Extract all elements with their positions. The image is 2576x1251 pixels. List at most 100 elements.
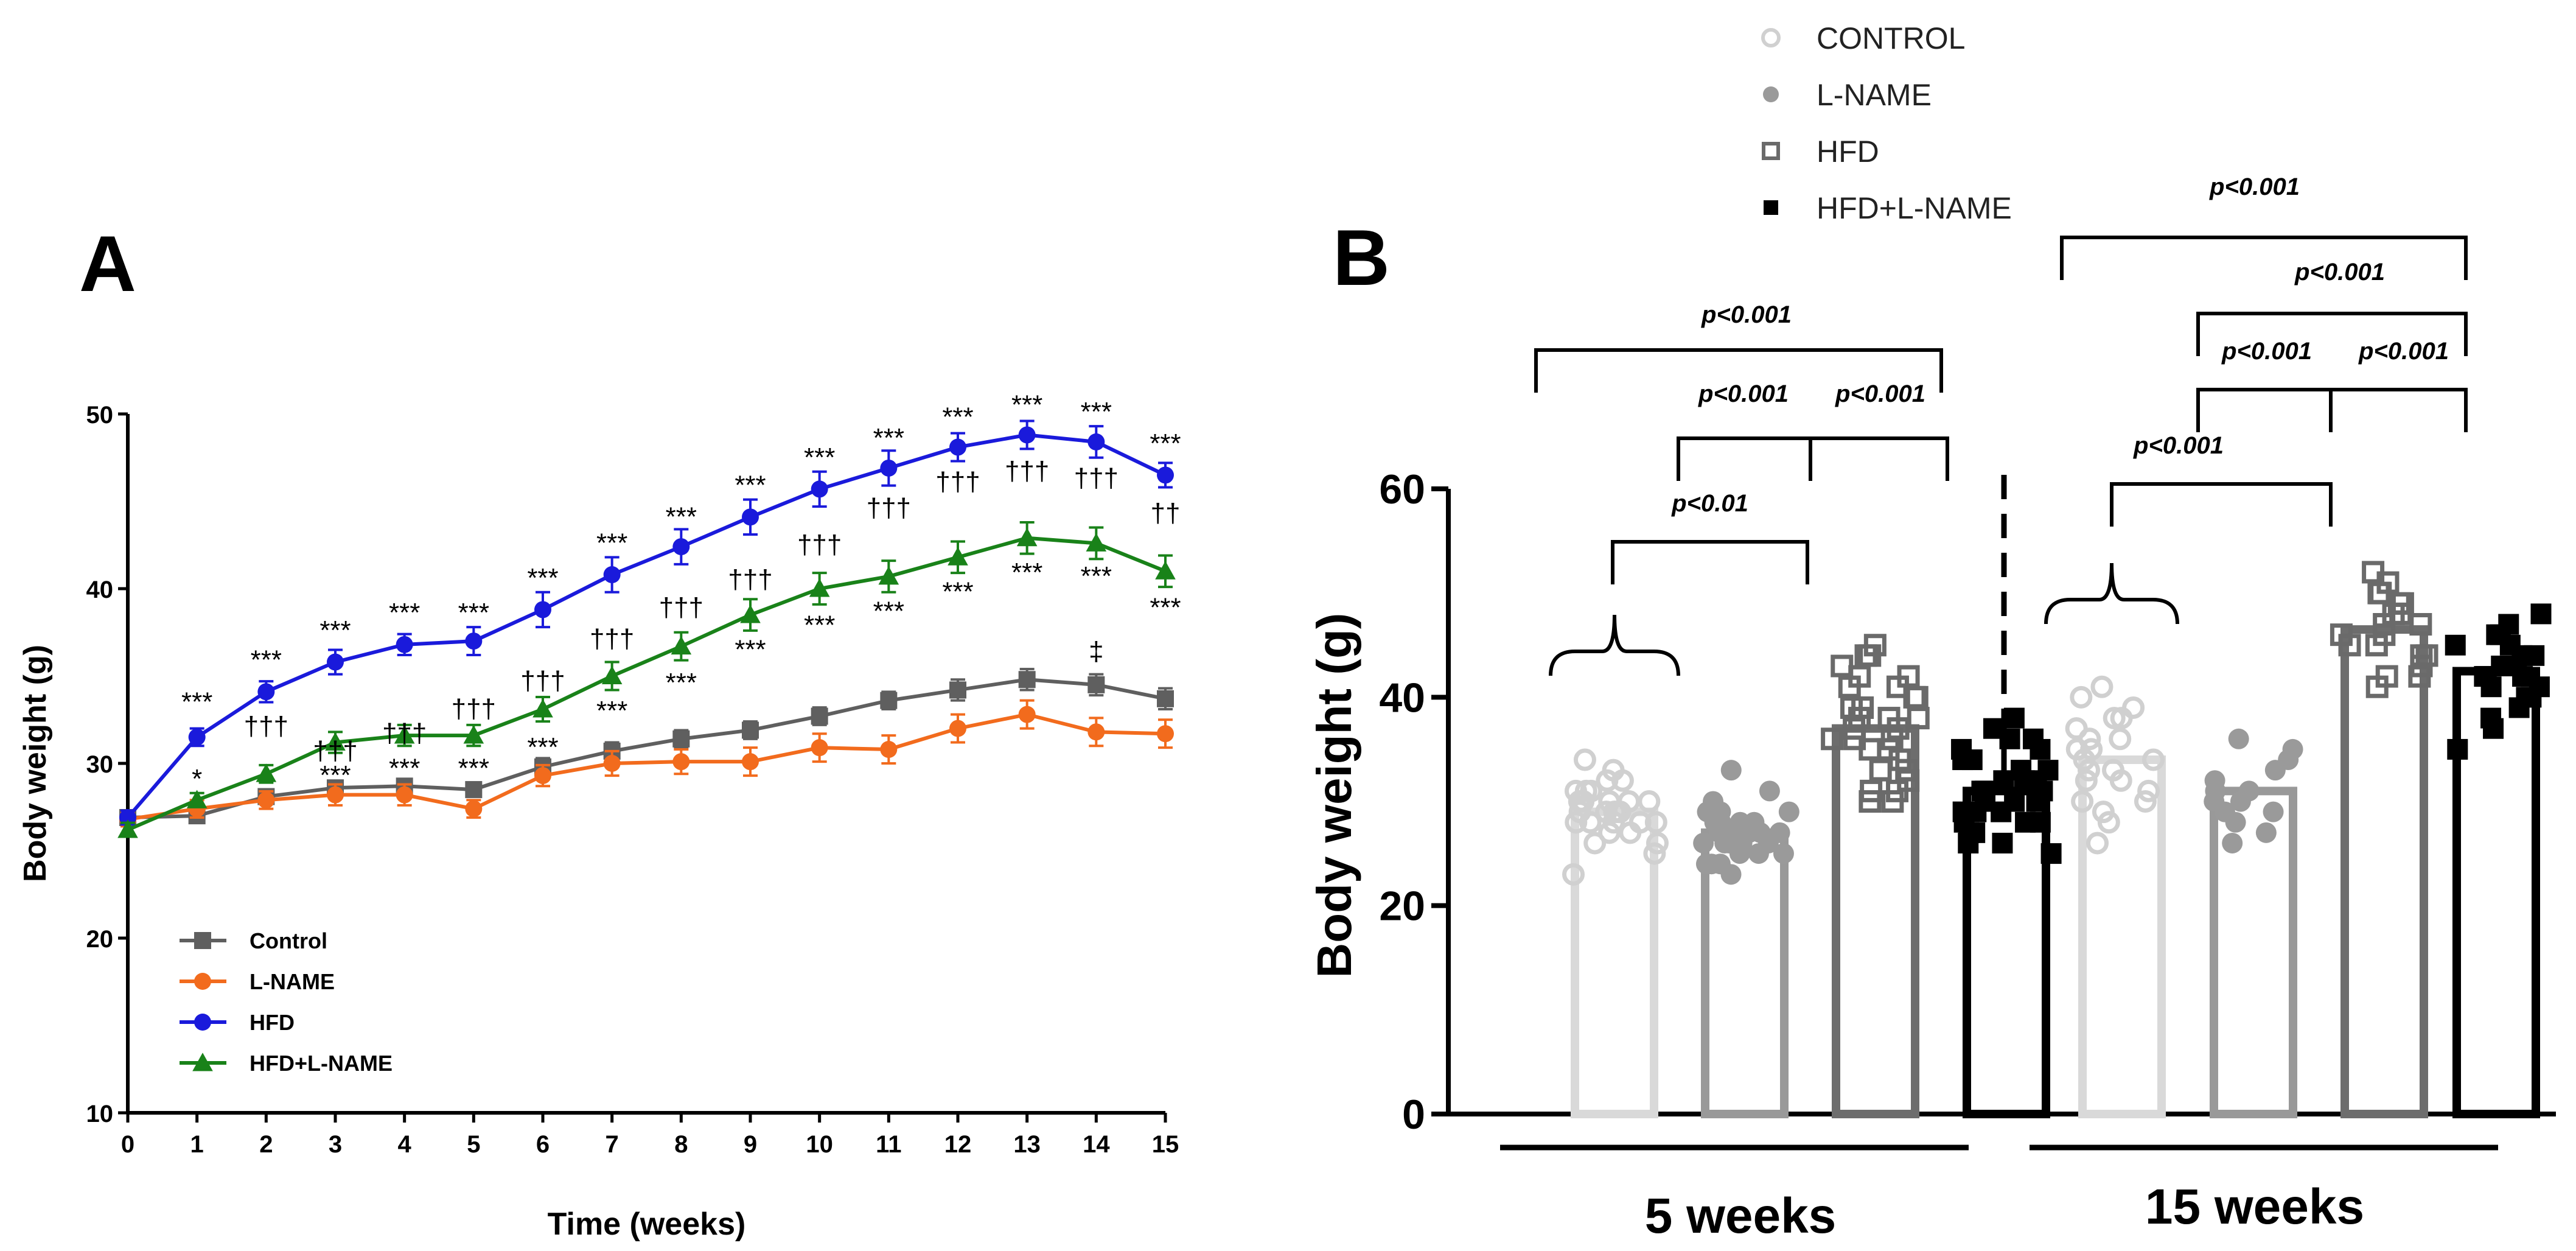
data-point-marker: [672, 538, 690, 556]
significance-mark: ***: [527, 732, 558, 762]
x-tick-label: 4: [398, 1131, 412, 1158]
significance-mark: †††: [452, 694, 496, 724]
group-label: 15 weeks: [2145, 1179, 2364, 1235]
p-value-label: p<0.001: [2358, 338, 2449, 365]
data-point: [1843, 727, 1866, 751]
data-point: [1573, 748, 1596, 771]
data-point: [2225, 811, 2246, 833]
significance-mark: †††: [313, 736, 357, 766]
x-tick-label: 8: [674, 1131, 688, 1158]
legend-label: HFD: [250, 1010, 295, 1035]
significance-bracket: [2196, 388, 2333, 432]
significance-mark: †††: [797, 530, 842, 559]
data-point-marker: [811, 739, 828, 757]
legend-marker: [1762, 142, 1780, 160]
significance-mark: ***: [389, 754, 420, 783]
data-point: [1596, 769, 1619, 792]
data-point-marker: [878, 566, 899, 585]
data-point-marker: [1018, 671, 1036, 689]
significance-mark: ***: [251, 645, 282, 675]
data-point: [2263, 801, 2284, 822]
data-point-marker: [1086, 533, 1107, 552]
data-point-marker: [327, 786, 344, 804]
significance-bracket: [2329, 388, 2468, 432]
significance-bracket: [2110, 482, 2333, 527]
data-point: [2230, 791, 2251, 812]
data-point: [1643, 842, 1666, 865]
data-point: [1993, 770, 2014, 791]
data-point: [1693, 832, 1714, 853]
data-point: [1831, 654, 1854, 678]
data-point: [1953, 811, 1975, 833]
significance-bracket: [2196, 312, 2468, 356]
data-point: [1887, 717, 1910, 740]
data-point-marker: [811, 480, 828, 498]
data-point: [2137, 779, 2160, 802]
significance-mark: *: [192, 764, 202, 794]
data-point-marker: [394, 725, 415, 744]
x-tick-label: 14: [1083, 1131, 1110, 1158]
y-tick-label: 50: [86, 402, 114, 429]
data-point: [1597, 821, 1621, 844]
p-value-label: p<0.001: [1835, 380, 1925, 407]
data-point-marker: [1157, 690, 1174, 707]
data-point-marker: [1087, 676, 1105, 693]
pair-brace: [2044, 562, 2179, 625]
bar-15-weeks-control: [2065, 675, 2166, 1118]
data-point: [2092, 801, 2115, 824]
data-point: [1646, 832, 1669, 855]
data-point: [1720, 760, 1742, 781]
legend-label: HFD+L-NAME: [1817, 191, 2012, 225]
data-point-marker: [327, 653, 344, 671]
bar-15-weeks-hfd: [2330, 561, 2438, 1118]
x-tick-label: 13: [1013, 1131, 1041, 1158]
significance-mark: ***: [319, 615, 351, 645]
data-point-marker: [742, 508, 759, 526]
x-tick-label: 12: [944, 1131, 972, 1158]
data-point: [2338, 634, 2361, 657]
data-point: [2015, 811, 2036, 833]
bar-5-weeks-control: [1562, 748, 1669, 1119]
data-point: [1821, 727, 1844, 751]
data-point-marker: [948, 547, 968, 566]
significance-mark: ***: [1081, 561, 1112, 591]
legend-label: HFD+L-NAME: [250, 1051, 393, 1076]
legend-label: Control: [250, 928, 327, 953]
data-point-marker: [257, 791, 275, 809]
significance-mark: †††: [244, 712, 288, 741]
data-point-marker: [603, 566, 621, 584]
x-tick-label: 11: [876, 1131, 901, 1158]
data-point-marker: [1157, 725, 1174, 743]
data-point: [2365, 675, 2389, 698]
data-point: [1992, 832, 2013, 853]
data-point: [1574, 779, 1597, 802]
data-point: [1897, 665, 1920, 688]
data-point: [1958, 832, 1979, 853]
x-tick-label: 3: [329, 1131, 342, 1158]
p-value-label: p<0.001: [1698, 380, 1789, 407]
data-point-marker: [325, 732, 346, 751]
y-tick-label: 40: [86, 576, 114, 603]
significance-mark: †††: [867, 493, 911, 523]
data-point: [2026, 770, 2047, 791]
series-line: [126, 433, 1167, 819]
data-point-marker: [1016, 527, 1038, 547]
significance-mark: ***: [666, 502, 697, 531]
data-point: [1952, 749, 1974, 771]
significance-mark: ***: [1150, 429, 1181, 458]
significance-mark: ***: [1081, 397, 1112, 427]
panel-b-bar-chart: 0 20 40 60 Body weight (g) 5 weeks 15 weeks p<0…: [1307, 21, 2556, 1244]
significance-mark: ***: [596, 528, 627, 558]
data-point: [1869, 759, 1892, 782]
data-point: [1619, 821, 1642, 844]
data-point: [1572, 790, 1595, 813]
data-point-marker: [672, 753, 690, 771]
data-point: [2004, 791, 2025, 812]
panel-a-label: A: [79, 219, 136, 308]
data-point: [1903, 685, 1926, 709]
data-point: [2278, 749, 2299, 771]
bar: [1832, 724, 1919, 1118]
data-point-marker: [671, 636, 692, 655]
bar-5-weeks-hfd-l-name: [1951, 707, 2062, 1118]
